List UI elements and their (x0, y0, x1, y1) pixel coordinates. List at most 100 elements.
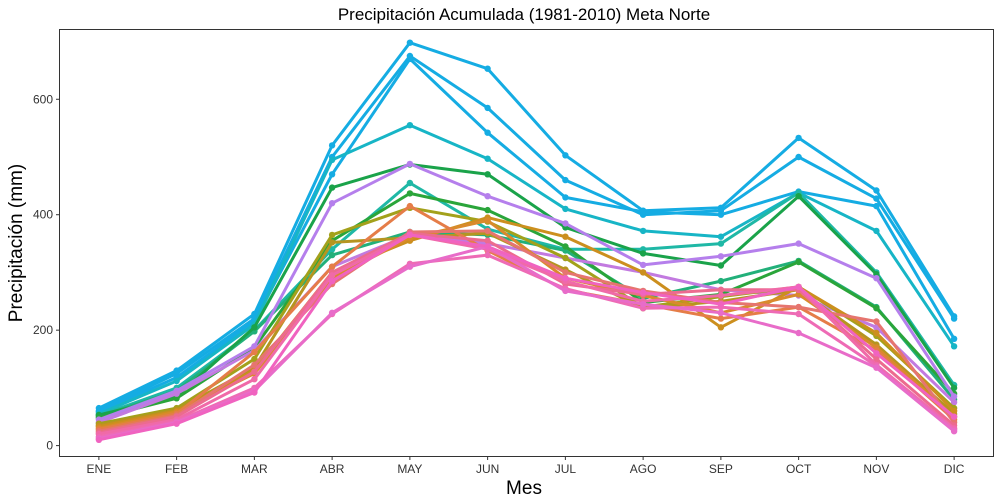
plot-panel (59, 29, 994, 457)
series-line (97, 253, 956, 439)
data-point (251, 368, 258, 375)
data-point (562, 194, 569, 201)
data-point (562, 254, 569, 262)
data-point (873, 227, 880, 235)
data-point (173, 420, 180, 427)
x-tick-label: DIC (944, 462, 965, 476)
data-point (873, 275, 880, 282)
data-point (873, 355, 880, 363)
data-point (406, 122, 414, 129)
data-point (562, 205, 569, 213)
data-point (328, 251, 336, 259)
data-point (950, 428, 958, 435)
x-tick-label: NOV (863, 462, 889, 476)
x-tick-label: ABR (320, 462, 345, 476)
data-point (717, 309, 725, 316)
series-12 (95, 230, 958, 429)
data-point (406, 202, 414, 210)
data-point (562, 220, 569, 227)
x-tick-label: JUL (555, 462, 577, 476)
data-point (484, 237, 491, 244)
x-tick-label: ENE (87, 462, 112, 476)
y-tick-label: 400 (33, 208, 53, 222)
y-axis-title: Precipitación (mm) (6, 164, 27, 322)
x-tick-label: OCT (786, 462, 812, 476)
series-line (97, 181, 956, 418)
data-point (484, 171, 491, 178)
data-point (795, 283, 802, 291)
data-point (251, 324, 258, 331)
data-point (873, 195, 880, 202)
series-line (97, 229, 956, 433)
data-point (484, 155, 491, 162)
y-tick-label: 600 (33, 92, 53, 106)
data-point (328, 184, 336, 191)
data-point (484, 217, 491, 224)
data-point (795, 303, 802, 311)
data-point (717, 286, 725, 293)
y-tick-label: 0 (46, 439, 53, 453)
data-point (328, 171, 336, 178)
chart-title: Precipitación Acumulada (1981-2010) Meta… (338, 5, 710, 24)
data-point (328, 309, 336, 316)
data-point (562, 176, 569, 184)
x-tick-label: JUN (476, 462, 499, 476)
data-point (639, 208, 647, 215)
data-point (173, 390, 180, 397)
data-point (873, 202, 880, 210)
series-line (97, 41, 956, 410)
data-point (562, 269, 569, 276)
data-point (406, 55, 414, 63)
data-point (639, 250, 647, 257)
data-point (950, 384, 958, 392)
data-point (950, 315, 958, 322)
y-axis: 0 200 400 600 (33, 92, 60, 453)
data-point (795, 193, 802, 200)
data-point (639, 289, 647, 296)
data-point (251, 376, 258, 383)
series-layer (95, 39, 958, 443)
data-point (484, 65, 491, 72)
x-tick-label: MAR (241, 462, 268, 476)
data-point (873, 350, 880, 357)
data-point (873, 318, 880, 325)
data-point (639, 301, 647, 308)
data-point (406, 263, 414, 270)
data-point (173, 395, 180, 402)
data-point (717, 253, 725, 260)
series-2 (95, 52, 958, 415)
data-point (251, 348, 258, 356)
x-tick-label: AGO (630, 462, 657, 476)
series-line (97, 245, 956, 441)
data-point (484, 129, 491, 136)
data-point (328, 231, 336, 239)
data-point (639, 261, 647, 269)
data-point (406, 190, 414, 197)
series-3 (95, 55, 958, 416)
data-point (251, 361, 258, 368)
data-point (795, 134, 802, 142)
data-point (406, 160, 414, 168)
data-point (795, 258, 802, 266)
series-line (97, 162, 956, 422)
data-point (717, 211, 725, 218)
x-tick-label: MAY (397, 462, 422, 476)
data-point (950, 393, 958, 400)
data-point (950, 413, 958, 420)
data-point (795, 310, 802, 318)
data-point (717, 240, 725, 247)
data-point (873, 364, 880, 371)
data-point (484, 251, 491, 259)
series-21 (95, 231, 958, 443)
data-point (717, 324, 725, 331)
data-point (562, 243, 569, 250)
data-point (717, 277, 725, 285)
data-point (717, 315, 725, 322)
x-axis: ENE FEB MAR ABR MAY JUN JUL AGO SEP OCT NOV DIC (87, 456, 965, 476)
data-point (717, 233, 725, 240)
series-line (97, 233, 956, 442)
data-point (328, 272, 336, 279)
data-point (873, 187, 880, 194)
series-line (97, 216, 956, 429)
